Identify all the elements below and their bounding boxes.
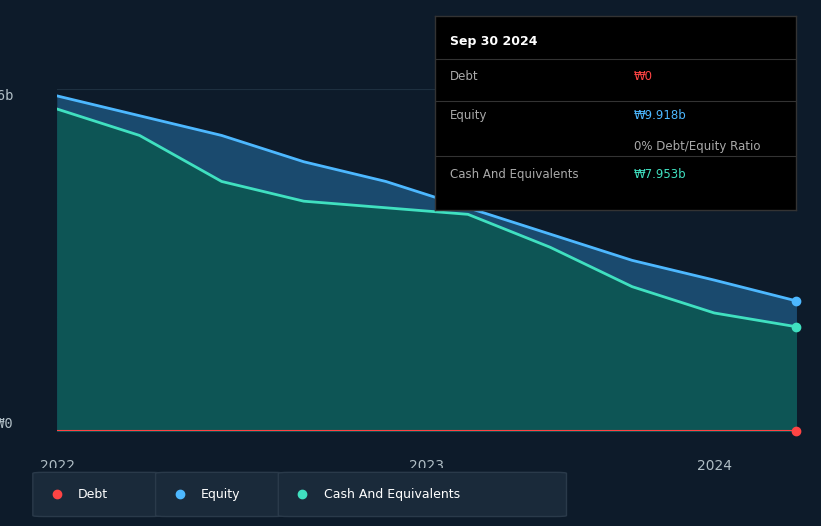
Text: ₩26b: ₩26b	[0, 89, 13, 104]
Text: 2022: 2022	[40, 459, 75, 473]
Text: 0% Debt/Equity Ratio: 0% Debt/Equity Ratio	[634, 140, 760, 154]
Text: Debt: Debt	[78, 488, 108, 501]
Text: Cash And Equivalents: Cash And Equivalents	[323, 488, 460, 501]
Text: Equity: Equity	[450, 109, 487, 122]
Text: ₩9.918b: ₩9.918b	[634, 109, 686, 122]
Text: Debt: Debt	[450, 70, 478, 83]
FancyBboxPatch shape	[278, 472, 566, 517]
Text: ₩0: ₩0	[634, 70, 653, 83]
Text: 2023: 2023	[410, 459, 444, 473]
Text: Sep 30 2024: Sep 30 2024	[450, 35, 537, 48]
Text: 2024: 2024	[697, 459, 732, 473]
Text: ₩7.953b: ₩7.953b	[634, 168, 686, 180]
FancyBboxPatch shape	[33, 472, 161, 517]
Text: ₩0: ₩0	[0, 417, 13, 431]
Text: Equity: Equity	[201, 488, 241, 501]
Text: Cash And Equivalents: Cash And Equivalents	[450, 168, 578, 180]
FancyBboxPatch shape	[156, 472, 284, 517]
